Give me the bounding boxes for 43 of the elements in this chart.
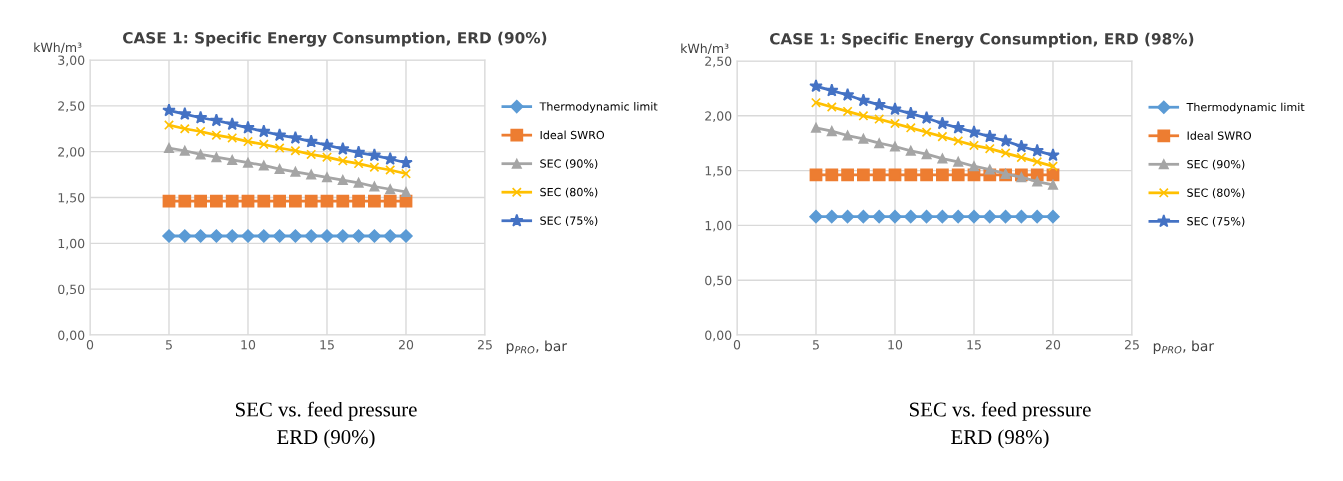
legend-label: SEC (75%)	[540, 216, 598, 227]
x-tick-label: 5	[165, 340, 172, 350]
y-axis-title: kWh/m³	[34, 42, 82, 54]
x-tick-label: 15	[967, 340, 981, 350]
y-tick-label: 1,50	[705, 166, 732, 177]
x-tick-label: 0	[733, 340, 741, 350]
y-tick-label: 0,50	[705, 275, 732, 287]
x-tick-label: 10	[241, 340, 256, 350]
y-tick-label: 1,00	[705, 220, 732, 232]
y-tick-label: 0,50	[58, 284, 85, 296]
x-tick-label: 25	[477, 340, 492, 350]
x-tick-label: 15	[320, 340, 334, 350]
text: SEC vs. feed pressure ERD (98%)	[909, 401, 1091, 449]
x-tick-label: 0	[86, 340, 94, 350]
legend-label: SEC (80%)	[1187, 188, 1245, 199]
y-tick-label: 1,00	[58, 238, 85, 250]
y-tick-label: 2,00	[58, 147, 85, 158]
text: SEC vs. feed pressure ERD (90%)	[235, 401, 417, 449]
x-tick-label: 20	[398, 340, 414, 350]
y-tick-label: 1,50	[58, 192, 85, 204]
x-tick-label: 25	[1124, 340, 1139, 350]
legend-label: Thermodynamic limit	[539, 102, 658, 113]
x-tick-label: 10	[888, 340, 903, 350]
legend-label: SEC (90%)	[540, 159, 598, 170]
y-axis-title: kWh/m³	[681, 43, 729, 55]
x-axis-title: p$_{PRO}$, bar	[1153, 340, 1215, 354]
y-tick-label: 0,00	[58, 330, 85, 342]
chart-title: CASE 1: Specific Energy Consumption, ERD (90%)	[123, 31, 547, 47]
y-tick-label: 2,50	[58, 101, 85, 113]
y-tick-label: 2,00	[705, 111, 732, 122]
legend-label: Thermodynamic limit	[1186, 102, 1305, 114]
x-tick-label: 20	[1045, 340, 1061, 350]
x-tick-label: 5	[812, 340, 819, 350]
y-tick-label: 3,00	[58, 55, 85, 67]
legend-label: SEC (75%)	[1187, 216, 1245, 227]
x-axis-title: p$_{PRO}$, bar	[506, 340, 568, 354]
y-tick-label: 2,50	[705, 56, 732, 68]
legend-label: SEC (80%)	[540, 187, 598, 198]
legend-label: Ideal SWRO	[540, 130, 605, 140]
y-tick-label: 0,00	[705, 330, 732, 342]
legend-label: Ideal SWRO	[1187, 131, 1252, 140]
chart-title: CASE 1: Specific Energy Consumption, ERD (98%)	[770, 32, 1194, 48]
legend-label: SEC (90%)	[1187, 159, 1245, 170]
